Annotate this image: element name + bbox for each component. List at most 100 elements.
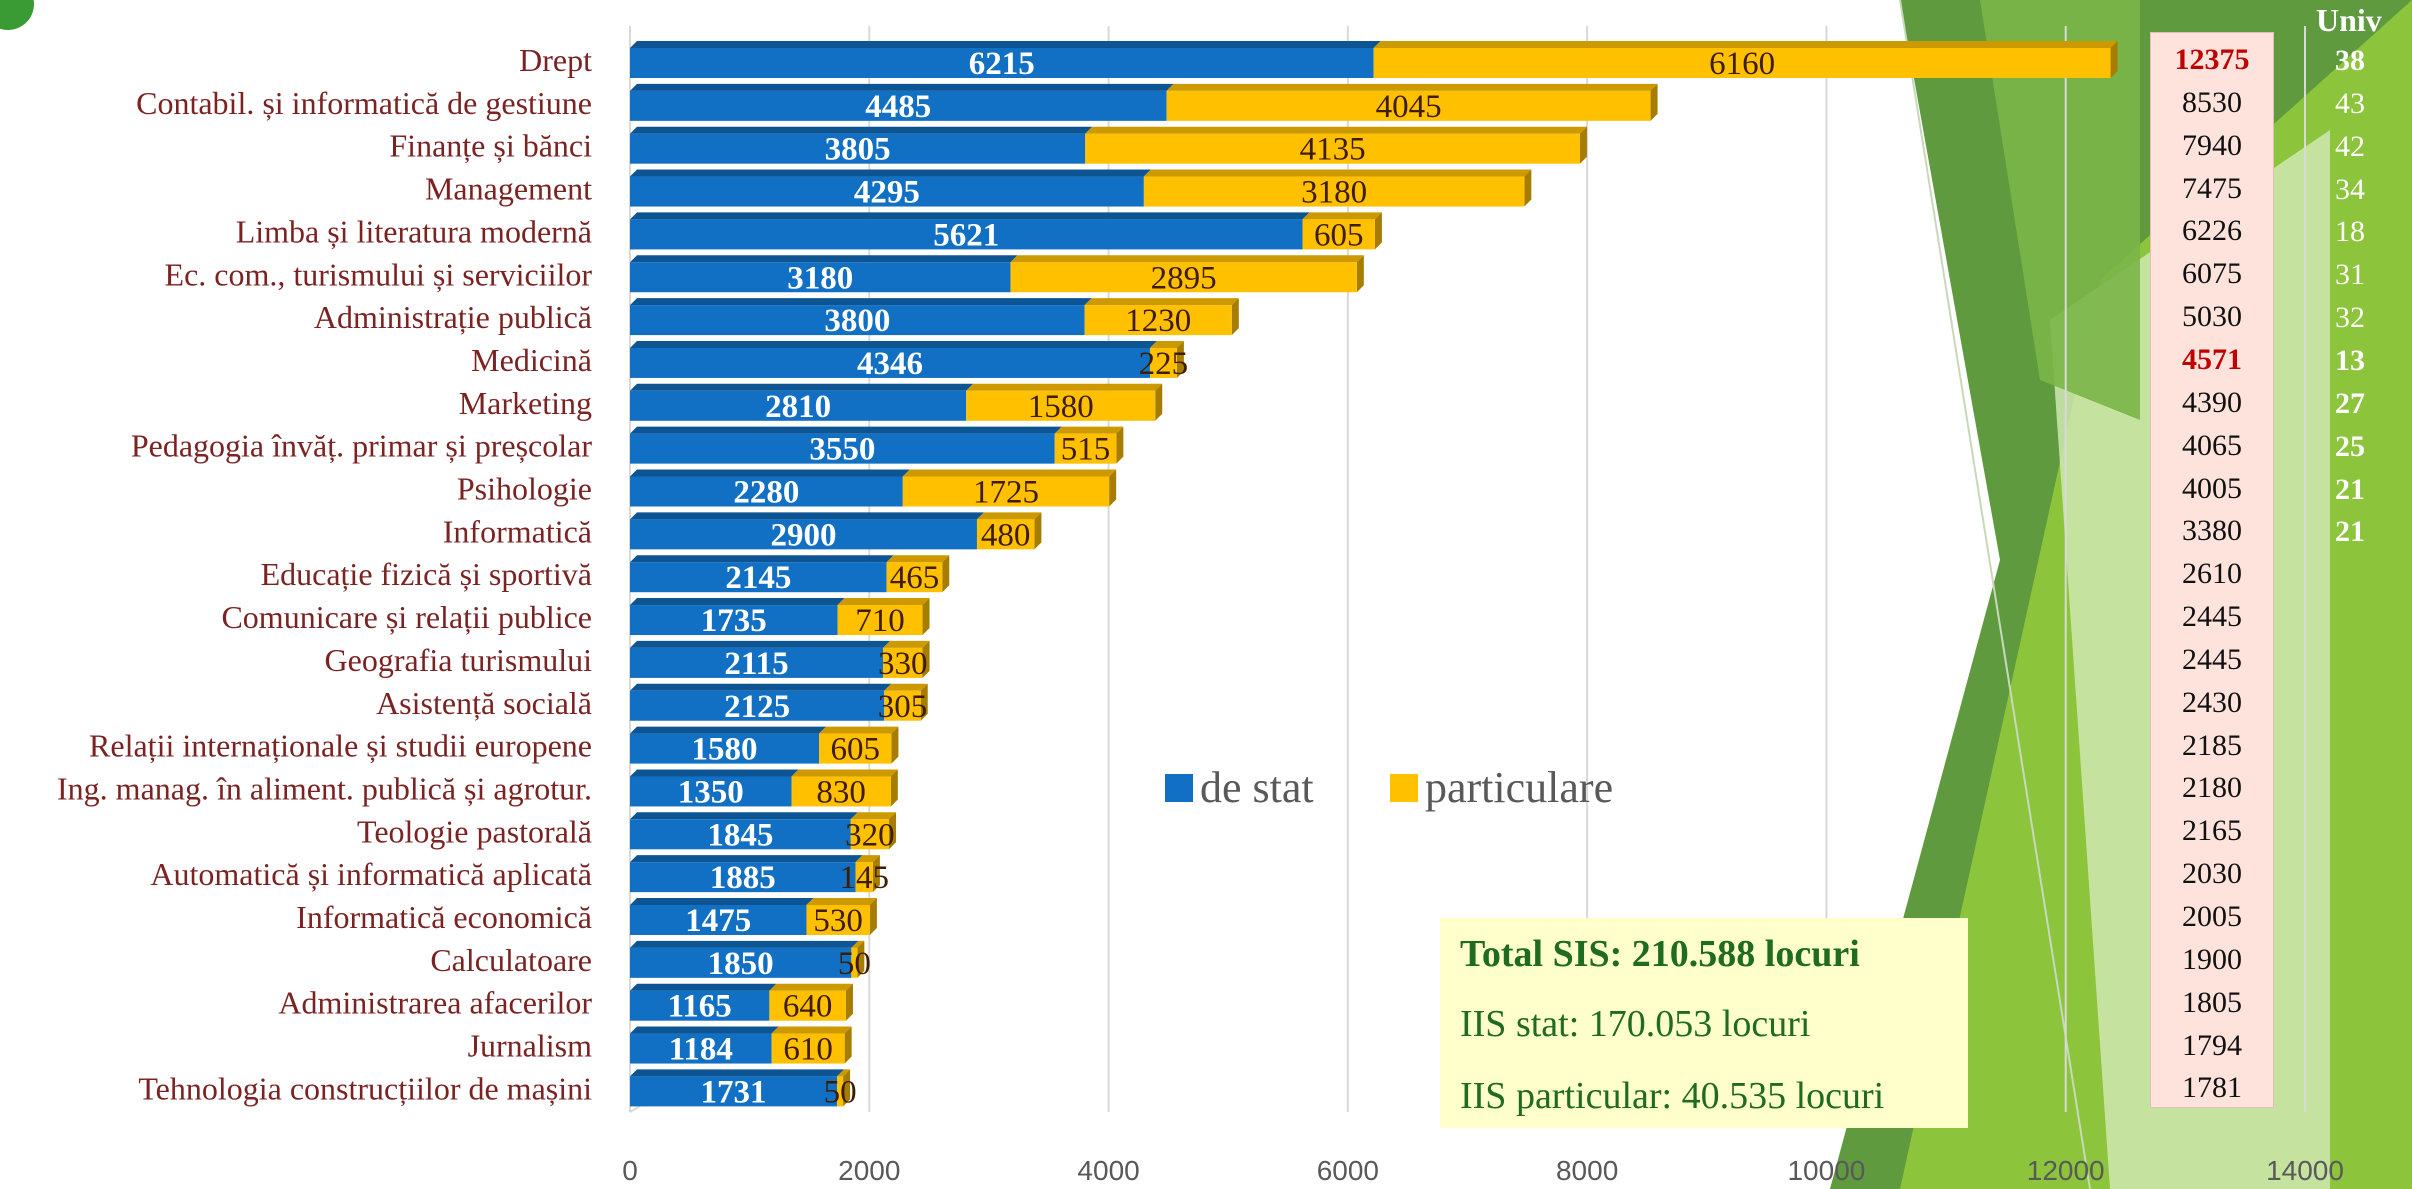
- category-label: Limba și literatura modernă: [236, 213, 592, 249]
- data-label-particulare: 145: [839, 860, 889, 896]
- bar-top-particulare: [806, 898, 877, 905]
- bar-top-stat: [630, 469, 910, 477]
- data-label-stat: 4295: [854, 175, 920, 211]
- bar-top-particulare: [837, 598, 930, 606]
- category-label: Tehnologia construcțiilor de mașini: [138, 1070, 592, 1106]
- category-label: Ec. com., turismului și serviciilor: [165, 256, 593, 292]
- data-label-particulare: 830: [816, 774, 866, 810]
- bar-top-stat: [630, 212, 1310, 220]
- univ-cell: 34: [2335, 172, 2365, 206]
- category-label: Geografia turismului: [325, 642, 593, 678]
- x-tick-label: 2000: [838, 1155, 900, 1186]
- data-label-particulare: 6160: [1709, 46, 1775, 82]
- bar-top-particulare: [883, 640, 930, 648]
- data-label-particulare: 4045: [1376, 89, 1442, 125]
- summary-stat: IIS stat: 170.053 locuri: [1460, 1003, 1811, 1045]
- bar-particulare: [837, 1076, 844, 1107]
- data-label-stat: 1475: [685, 903, 751, 939]
- bar-stat: [630, 90, 1167, 121]
- total-cell: 2185: [2182, 728, 2242, 762]
- x-tick-label: 8000: [1556, 1155, 1618, 1186]
- bar-top-particulare: [769, 983, 853, 991]
- category-label: Informatică: [443, 513, 592, 549]
- bar-side-particulare: [1231, 298, 1239, 336]
- data-label-stat: 1850: [708, 946, 774, 982]
- total-cell: 4390: [2182, 385, 2242, 419]
- univ-cell: 27: [2335, 386, 2365, 420]
- bar-stat: [630, 476, 903, 507]
- data-label-stat: 2125: [724, 689, 790, 725]
- bar-top-stat: [630, 512, 984, 520]
- data-label-particulare: 480: [981, 517, 1031, 553]
- data-label-stat: 2900: [770, 517, 836, 553]
- data-label-particulare: 2895: [1151, 260, 1217, 296]
- total-cell: 2005: [2182, 900, 2242, 933]
- bar-top-particulare: [1084, 298, 1239, 306]
- bar-particulare: [1085, 133, 1580, 164]
- data-label-stat: 1184: [669, 1032, 733, 1068]
- total-cell: 1781: [2182, 1071, 2242, 1105]
- bar-side-particulare: [857, 940, 865, 978]
- bar-stat: [630, 176, 1144, 207]
- total-cell: 5030: [2182, 300, 2242, 334]
- bar-particulare: [819, 733, 892, 764]
- data-label-particulare: 610: [783, 1032, 833, 1068]
- bar-side-particulare: [1579, 126, 1587, 164]
- x-tick-label: 4000: [1077, 1155, 1139, 1186]
- data-label-stat: 3805: [825, 132, 891, 168]
- data-label-stat: 1350: [678, 774, 744, 810]
- bar-particulare: [884, 690, 921, 721]
- x-tick-label: 12000: [2027, 1155, 2105, 1186]
- total-cell: 8530: [2182, 85, 2242, 119]
- bar-top-particulare: [855, 855, 880, 863]
- data-label-stat: 5621: [933, 217, 999, 253]
- bar-top-stat: [630, 598, 845, 606]
- bar-stat: [630, 562, 887, 593]
- bar-top-particulare: [1166, 83, 1658, 91]
- bar-top-particulare: [1302, 212, 1382, 220]
- bar-stat: [630, 733, 820, 764]
- bar-top-particulare: [1010, 255, 1364, 263]
- bar-side-particulare: [845, 983, 853, 1021]
- total-cell: 1794: [2182, 1028, 2242, 1062]
- univ-cell: 13: [2335, 343, 2365, 377]
- data-label-stat: 1735: [701, 603, 767, 639]
- bar-particulare: [791, 776, 891, 807]
- summary-particular: IIS particular: 40.535 locuri: [1460, 1075, 1885, 1117]
- bar-stat: [630, 1076, 838, 1107]
- bar-top-particulare: [837, 1069, 851, 1077]
- bar-side-particulare: [1374, 212, 1382, 250]
- bar-side-particulare: [1034, 512, 1042, 550]
- bar-top-stat: [630, 683, 892, 691]
- data-label-stat: 3550: [809, 432, 875, 468]
- bar-side-particulare: [844, 1026, 852, 1064]
- bar-particulare: [769, 990, 846, 1021]
- total-cell: 1900: [2182, 942, 2242, 976]
- x-tick-label: 0: [622, 1155, 638, 1186]
- summary-total: Total SIS: 210.588 locuri: [1460, 933, 1860, 975]
- bar-side-particulare: [1116, 426, 1124, 464]
- bar-particulare: [837, 605, 923, 636]
- category-label: Marketing: [459, 385, 592, 421]
- bar-top-stat: [630, 169, 1151, 177]
- data-label-particulare: 640: [783, 989, 833, 1025]
- bar-stat: [630, 990, 770, 1021]
- bar-top-particulare: [1085, 126, 1587, 134]
- bar-particulare: [1373, 48, 2111, 78]
- green-shape-line: [1899, 0, 2091, 1189]
- bar-top-stat: [630, 340, 1157, 348]
- data-label-stat: 6215: [969, 46, 1035, 82]
- category-label: Administrație publică: [314, 299, 592, 335]
- bar-top-particulare: [1054, 426, 1124, 434]
- bar-side-particulare: [843, 1069, 851, 1107]
- legend-label-stat: de stat: [1200, 763, 1314, 812]
- category-label: Comunicare și relații publice: [221, 599, 592, 635]
- bar-top-stat: [630, 1026, 779, 1034]
- total-cell: 4065: [2182, 428, 2242, 462]
- bar-top-particulare: [976, 512, 1042, 520]
- bar-stat: [630, 862, 856, 893]
- data-label-stat: 2145: [725, 560, 791, 596]
- data-label-particulare: 710: [855, 603, 905, 639]
- bar-side-particulare: [869, 898, 877, 935]
